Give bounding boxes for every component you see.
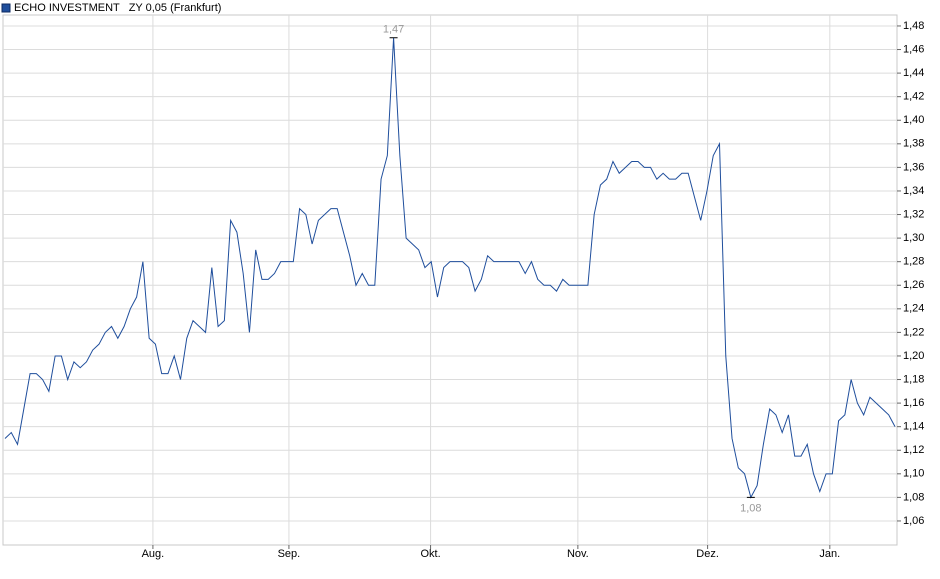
y-tick-label: 1,06 <box>903 515 924 527</box>
y-tick-label: 1,46 <box>903 43 924 55</box>
legend-label: ECHO INVESTMENT ZY 0,05 (Frankfurt) <box>14 2 221 14</box>
x-tick-label: Nov. <box>567 548 589 560</box>
y-tick-label: 1,08 <box>903 491 924 503</box>
y-tick-label: 1,24 <box>903 303 924 315</box>
y-tick-label: 1,44 <box>903 67 924 79</box>
high-label: 1,47 <box>383 24 404 36</box>
y-tick-label: 1,30 <box>903 232 924 244</box>
y-tick-label: 1,14 <box>903 421 924 433</box>
y-tick-label: 1,36 <box>903 161 924 173</box>
x-tick-label: Sep. <box>278 548 301 560</box>
x-tick-label: Dez. <box>696 548 719 560</box>
legend-swatch <box>1 3 11 13</box>
y-tick-label: 1,40 <box>903 114 924 126</box>
y-tick-label: 1,12 <box>903 444 924 456</box>
x-tick-label: Aug. <box>142 548 165 560</box>
y-tick-label: 1,22 <box>903 326 924 338</box>
y-tick-label: 1,32 <box>903 208 924 220</box>
x-tick-label: Jan. <box>819 548 840 560</box>
y-tick-label: 1,42 <box>903 91 924 103</box>
y-tick-label: 1,16 <box>903 397 924 409</box>
price-line <box>4 37 896 499</box>
y-tick-label: 1,38 <box>903 138 924 150</box>
y-tick-label: 1,34 <box>903 185 924 197</box>
y-tick-label: 1,20 <box>903 350 924 362</box>
plot-area <box>2 14 898 546</box>
y-tick-label: 1,26 <box>903 279 924 291</box>
y-tick-label: 1,28 <box>903 256 924 268</box>
low-label: 1,08 <box>740 502 761 514</box>
y-tick-label: 1,48 <box>903 20 924 32</box>
x-tick-label: Okt. <box>420 548 440 560</box>
y-tick-label: 1,10 <box>903 468 924 480</box>
y-tick-label: 1,18 <box>903 373 924 385</box>
